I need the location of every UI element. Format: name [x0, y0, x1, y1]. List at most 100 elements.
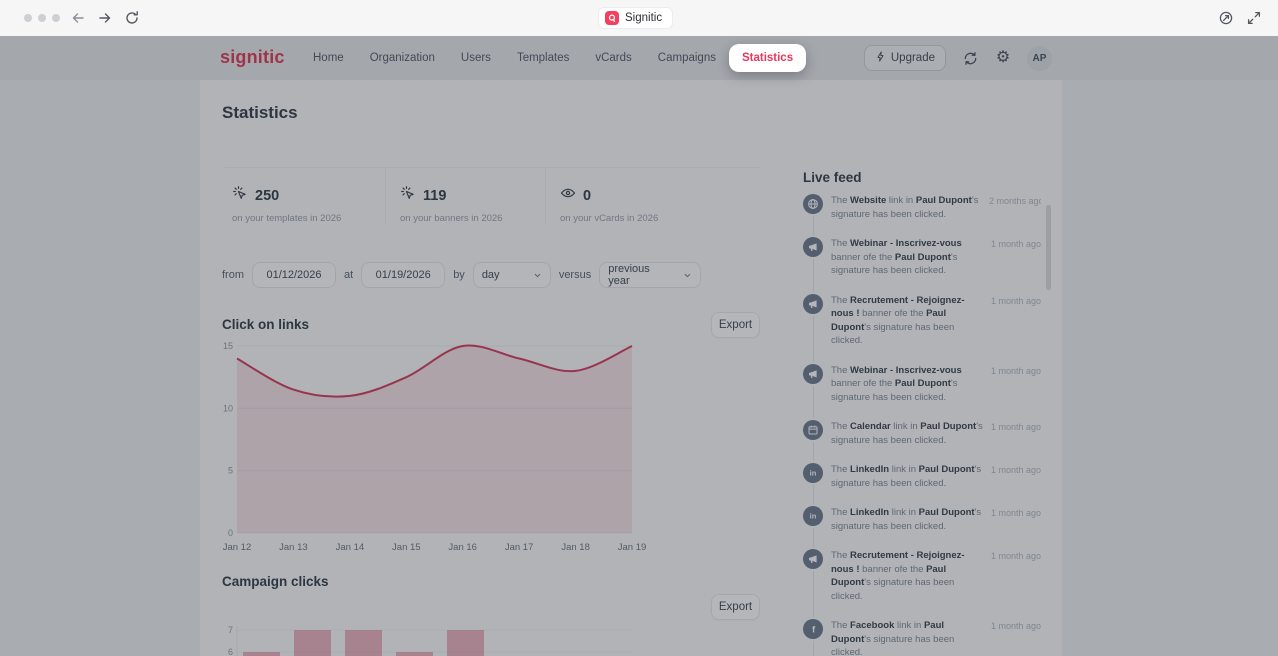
nav-item-statistics[interactable]: Statistics [728, 44, 807, 72]
facebook-icon: f [803, 619, 823, 639]
feed-timestamp: 1 month ago [990, 465, 1041, 475]
filters-row: from at by day versus previous year [222, 262, 702, 288]
feed-text: The Calendar link in Paul Dupont's signa… [831, 421, 983, 446]
stat-value: 119 [423, 187, 447, 204]
megaphone-icon [803, 549, 823, 569]
nav-item-vcards[interactable]: vCards [595, 52, 632, 64]
eye-icon [560, 185, 576, 206]
timeline-connector [812, 259, 814, 292]
svg-text:Jan 16: Jan 16 [448, 542, 477, 553]
stat-card: 0 on your vCards in 2026 [545, 168, 705, 224]
feed-timestamp: 1 month ago [990, 422, 1041, 432]
export-links-button[interactable]: Export [711, 312, 760, 338]
timeline-connector [812, 216, 814, 235]
nav-menu: Home Organization Users Templates vCards Camp… [300, 36, 807, 80]
to-date-input[interactable] [361, 262, 446, 288]
nav-item-organization[interactable]: Organization [369, 52, 435, 64]
main-card: Statistics 250 on your templates in 2026 1… [200, 80, 1062, 656]
feed-text: The Webinar - Inscrivez-vous banner ofe … [831, 238, 962, 276]
feed-timestamp: 1 month ago [990, 621, 1041, 631]
browser-tab-title: Signitic [625, 12, 663, 24]
feed-text: The LinkedIn link in Paul Dupont's signa… [831, 507, 982, 532]
versus-label: versus [558, 269, 592, 281]
feed-text: The Recrutement - Rejoignez-nous ! banne… [831, 550, 965, 602]
section-title-campaigns: Campaign clicks [222, 574, 329, 589]
feed-scrollbar[interactable] [1046, 205, 1051, 290]
lightning-icon [875, 51, 886, 65]
signitic-favicon-icon [605, 11, 619, 25]
window-dot-icon[interactable] [38, 14, 46, 22]
stat-caption: on your vCards in 2026 [560, 213, 659, 224]
megaphone-icon [803, 293, 823, 314]
feed-item: in The LinkedIn link in Paul Dupont's sig… [803, 463, 1041, 506]
at-label: at [344, 269, 354, 281]
svg-text:7: 7 [228, 625, 233, 635]
feed-item: The Webinar - Inscrivez-vous banner ofe … [803, 363, 1041, 421]
chevron-down-icon [685, 273, 691, 277]
browser-tab[interactable]: Signitic [598, 7, 674, 29]
nav-item-templates[interactable]: Templates [516, 52, 570, 64]
svg-text:f: f [812, 625, 816, 635]
export-campaigns-button[interactable]: Export [711, 594, 760, 620]
window-dot-icon[interactable] [24, 14, 32, 22]
sync-icon[interactable] [961, 49, 979, 67]
gear-icon[interactable]: ⚙ [995, 49, 1011, 66]
versus-select[interactable]: previous year [599, 262, 702, 288]
expand-icon[interactable] [1246, 10, 1262, 26]
avatar[interactable]: AP [1027, 45, 1052, 71]
timeline-connector [812, 641, 814, 656]
back-icon[interactable] [70, 10, 86, 26]
stat-value: 0 [583, 187, 592, 204]
svg-text:in: in [810, 512, 817, 521]
svg-text:Jan 18: Jan 18 [561, 542, 590, 553]
feed-timestamp: 1 month ago [990, 239, 1041, 249]
live-feed-title: Live feed [803, 170, 862, 185]
upgrade-label: Upgrade [890, 52, 935, 64]
megaphone-icon [803, 237, 823, 257]
linkedin-icon: in [803, 463, 823, 483]
stat-card: 250 on your templates in 2026 [225, 168, 385, 224]
stats-row: 250 on your templates in 2026 119 on your b… [225, 167, 760, 224]
feed-timestamp: 1 month ago [990, 508, 1041, 518]
by-select[interactable]: day [472, 262, 551, 288]
svg-text:6: 6 [228, 647, 233, 656]
feed-item: The Calendar link in Paul Dupont's signa… [803, 420, 1041, 463]
feed-timestamp: 2 months ago [989, 196, 1041, 206]
share-link-icon[interactable] [1218, 10, 1234, 26]
reload-icon[interactable] [124, 10, 140, 26]
timeline-connector [812, 385, 814, 418]
nav-item-users[interactable]: Users [460, 52, 491, 64]
svg-text:Jan 13: Jan 13 [279, 542, 308, 553]
signitic-logo[interactable]: signitic [220, 47, 285, 67]
svg-text:Jan 17: Jan 17 [505, 542, 534, 553]
window-dot-icon[interactable] [52, 14, 60, 22]
app-viewport: signitic Home Organization Users Templates v… [0, 36, 1278, 656]
cursor-click-icon [400, 185, 416, 206]
timeline-connector [812, 442, 814, 461]
nav-item-campaigns[interactable]: Campaigns [657, 52, 716, 64]
feed-item: f The Facebook link in Paul Dupont's sign… [803, 619, 1041, 656]
feed-item: The Webinar - Inscrivez-vous banner ofe … [803, 237, 1041, 294]
feed-timestamp: 1 month ago [990, 295, 1041, 306]
browser-chrome: Signitic [0, 0, 1278, 36]
stat-caption: on your templates in 2026 [232, 213, 342, 224]
top-nav: signitic Home Organization Users Templates v… [0, 36, 1278, 80]
feed-timestamp: 1 month ago [990, 365, 1041, 376]
feed-item: The Recrutement - Rejoignez-nous ! banne… [803, 293, 1041, 364]
page-title: Statistics [222, 103, 298, 122]
svg-text:in: in [810, 469, 817, 478]
forward-icon[interactable] [97, 10, 113, 26]
stat-card: 119 on your banners in 2026 [385, 168, 545, 224]
from-date-input[interactable] [252, 262, 336, 288]
timeline-connector [812, 571, 814, 617]
stat-caption: on your banners in 2026 [400, 213, 503, 224]
nav-item-home[interactable]: Home [313, 52, 344, 64]
upgrade-button[interactable]: Upgrade [863, 45, 946, 71]
megaphone-icon [803, 363, 823, 384]
svg-text:Jan 15: Jan 15 [392, 542, 421, 553]
svg-text:Jan 14: Jan 14 [336, 542, 365, 553]
calendar-icon [803, 420, 823, 440]
cursor-click-icon [232, 185, 248, 206]
